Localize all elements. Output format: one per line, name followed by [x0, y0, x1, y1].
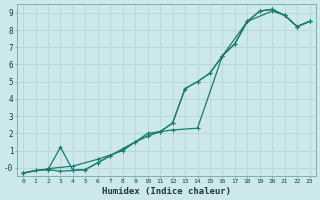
- X-axis label: Humidex (Indice chaleur): Humidex (Indice chaleur): [102, 187, 231, 196]
